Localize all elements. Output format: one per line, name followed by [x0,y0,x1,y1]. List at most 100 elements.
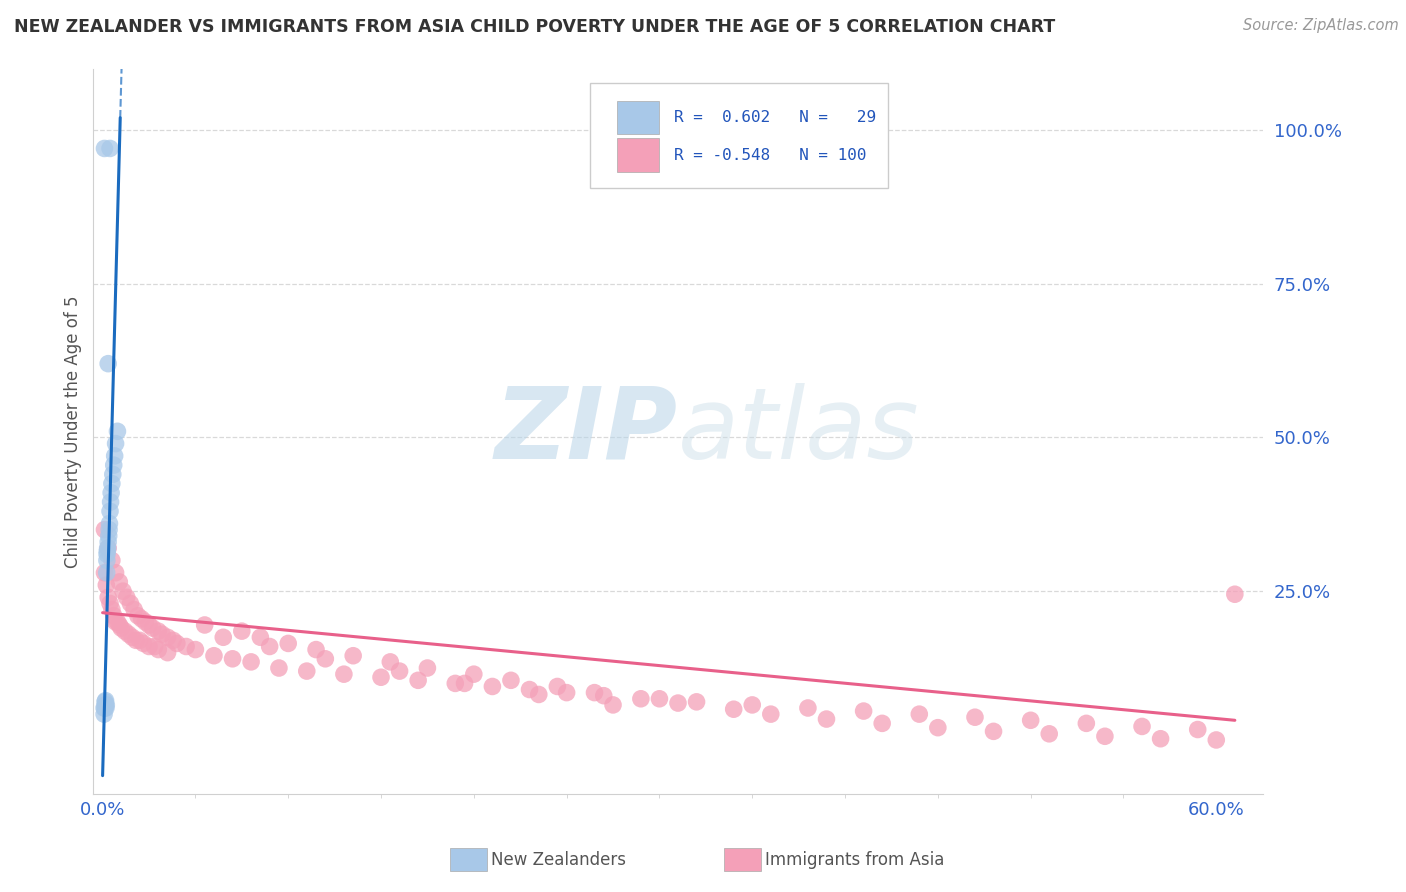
Point [221,652,243,666]
Point [138,618,160,632]
Point [202,648,225,663]
Point [120,597,142,611]
Point [96,553,118,567]
Point [1130,719,1153,733]
Point [96,566,118,580]
Point [927,721,949,735]
Point [370,670,392,684]
Point [1038,727,1060,741]
FancyBboxPatch shape [617,138,659,171]
Point [267,661,290,675]
Point [98,504,121,518]
Point [107,425,129,439]
Point [150,627,173,641]
Point [166,636,188,650]
Point [138,640,160,654]
Point [983,724,1005,739]
Point [115,591,138,605]
Point [546,680,568,694]
Point [249,630,271,644]
Point [125,633,148,648]
Point [101,553,124,567]
Point [94,695,117,709]
Point [602,698,624,712]
Text: NEW ZEALANDER VS IMMIGRANTS FROM ASIA CHILD POVERTY UNDER THE AGE OF 5 CORRELATI: NEW ZEALANDER VS IMMIGRANTS FROM ASIA CH… [14,18,1056,36]
Point [1149,731,1171,746]
Point [870,716,893,731]
Point [96,544,118,558]
Point [148,642,170,657]
Point [156,630,179,644]
Point [1019,714,1042,728]
Text: ZIP: ZIP [495,383,678,480]
Point [108,618,131,632]
Point [723,702,745,716]
Point [388,664,411,678]
Point [314,652,336,666]
Point [94,698,117,712]
Point [93,566,115,580]
Point [104,566,127,580]
Point [162,633,184,648]
Point [100,495,122,509]
Point [583,685,606,699]
Point [98,523,121,537]
Point [110,621,132,635]
Point [131,612,153,626]
Point [908,707,931,722]
Point [121,630,143,644]
Point [406,673,429,688]
Point [630,691,652,706]
Point [444,676,467,690]
Point [93,707,115,722]
Point [555,685,578,699]
Point [93,141,115,155]
Point [103,458,125,472]
Point [212,630,235,644]
Point [333,667,356,681]
Point [741,698,763,712]
FancyBboxPatch shape [591,83,889,188]
Point [519,682,541,697]
Point [114,624,136,639]
Point [142,621,165,635]
Point [527,688,550,702]
Point [127,608,149,623]
Point [93,701,115,715]
Text: Source: ZipAtlas.com: Source: ZipAtlas.com [1243,18,1399,33]
Point [453,676,475,690]
Point [797,701,820,715]
Point [295,664,318,678]
FancyBboxPatch shape [617,101,659,134]
Point [134,615,156,629]
Point [108,574,131,589]
Point [174,640,197,654]
Point [97,535,120,549]
Point [240,655,263,669]
Point [97,591,120,605]
Point [97,357,120,371]
Point [117,627,139,641]
Point [96,578,118,592]
Point [97,529,120,543]
Point [184,642,207,657]
Point [132,636,155,650]
Point [305,642,328,657]
Point [852,704,875,718]
Text: Immigrants from Asia: Immigrants from Asia [765,851,945,869]
Point [592,689,614,703]
Point [98,141,121,155]
Point [231,624,253,639]
Point [107,615,129,629]
Point [122,602,145,616]
Text: R = -0.548   N = 100: R = -0.548 N = 100 [675,147,868,162]
Point [96,547,118,561]
Point [1187,723,1209,737]
Point [463,667,485,681]
Point [342,648,364,663]
Point [666,696,689,710]
Point [143,640,166,654]
Point [101,467,124,482]
Point [103,608,125,623]
Point [148,624,170,639]
